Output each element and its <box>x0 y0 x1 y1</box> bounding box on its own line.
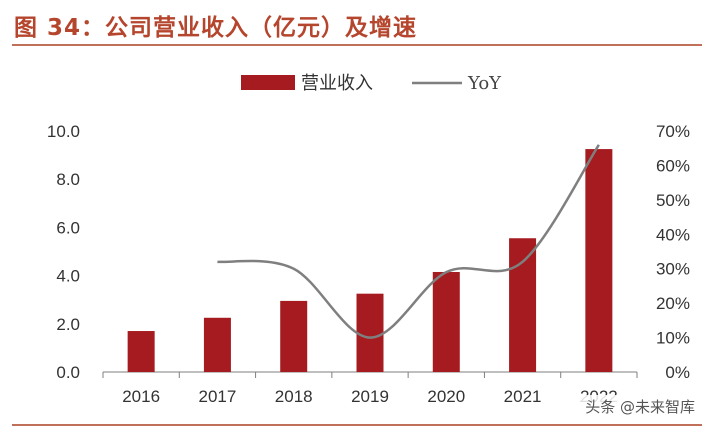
x-tick-label: 2017 <box>199 387 237 406</box>
x-tick-label: 2019 <box>351 387 389 406</box>
y-right-tick-label: 40% <box>656 225 690 244</box>
bar <box>509 238 537 372</box>
legend-bar-swatch <box>241 75 295 90</box>
figure-title: 图 34：公司营业收入（亿元）及增速 <box>14 15 418 41</box>
y-right-tick-label: 50% <box>656 191 690 210</box>
bar <box>280 300 308 372</box>
y-left-tick-label: 2.0 <box>56 315 80 334</box>
bar <box>356 293 384 372</box>
bar <box>203 317 231 372</box>
y-right-tick-label: 20% <box>656 294 690 313</box>
y-right-tick-label: 0% <box>665 363 690 382</box>
y-right-tick-label: 30% <box>656 260 690 279</box>
y-right-tick-label: 60% <box>656 156 690 175</box>
y-left-tick-label: 0.0 <box>56 363 80 382</box>
y-left-tick-label: 10.0 <box>47 122 80 141</box>
legend-line-label: YoY <box>467 73 502 94</box>
bottom-rule <box>12 424 702 426</box>
line-series <box>217 144 600 339</box>
y-left-tick-label: 6.0 <box>56 218 80 237</box>
title-rule <box>12 44 702 46</box>
legend: 营业收入 YoY <box>241 73 502 94</box>
bar-series <box>127 149 613 372</box>
y-right-tick-label: 10% <box>656 329 690 348</box>
x-tick-label: 2020 <box>427 387 465 406</box>
legend-bar-label: 营业收入 <box>301 73 373 94</box>
x-tick-label: 2018 <box>275 387 313 406</box>
bar <box>127 331 155 372</box>
bar <box>432 271 460 372</box>
yoy-line <box>217 144 600 339</box>
watermark: 头条 @未来智库 <box>581 395 699 418</box>
x-tick-label: 2016 <box>122 387 160 406</box>
bar <box>585 149 613 372</box>
y-left-tick-label: 4.0 <box>56 267 80 286</box>
y-right-tick-label: 70% <box>656 122 690 141</box>
x-tick-label: 2021 <box>504 387 542 406</box>
y-left-tick-label: 8.0 <box>56 170 80 189</box>
